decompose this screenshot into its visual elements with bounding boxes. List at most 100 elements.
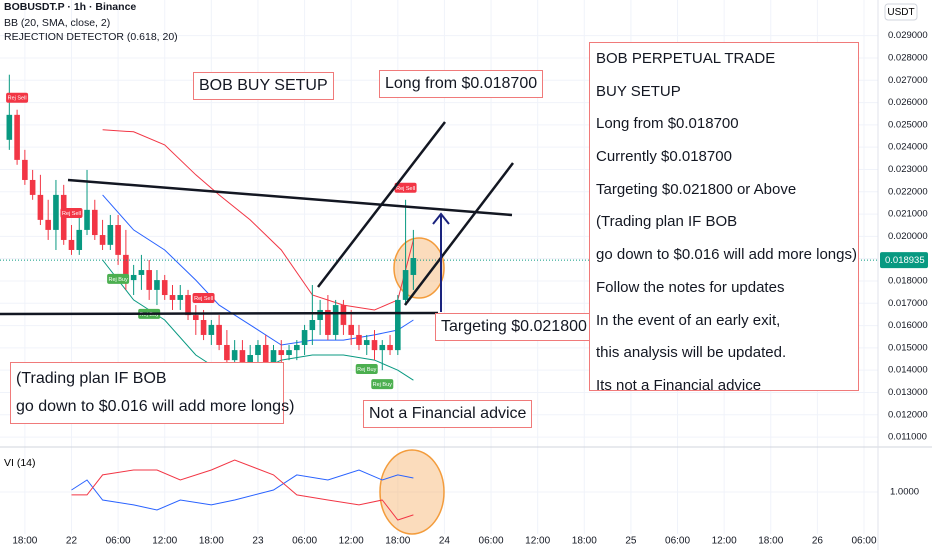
vi-line xyxy=(71,469,414,511)
y-tick-label: 0.018000 xyxy=(888,275,928,286)
x-tick-label: 12:00 xyxy=(525,536,550,547)
candle-body xyxy=(332,305,339,335)
y-tick-label: 0.020000 xyxy=(888,231,928,242)
candle-body xyxy=(387,344,393,351)
last-price-label: 0.018935 xyxy=(885,255,925,266)
marker-box xyxy=(60,208,83,219)
x-tick-label: 06:00 xyxy=(479,536,504,547)
candle-body xyxy=(262,344,269,371)
x-tick-label: 12:00 xyxy=(152,536,177,547)
indicator-label: BB (20, SMA, close, 2) xyxy=(4,17,111,29)
summary-line: this analysis will be updated. xyxy=(596,344,787,362)
candle-body xyxy=(115,225,121,255)
x-tick-label: 25 xyxy=(625,536,637,547)
trendline xyxy=(317,121,446,288)
x-tick-label: 26 xyxy=(812,536,824,547)
summary-line: Follow the notes for updates xyxy=(596,278,785,296)
plan-note: (Trading plan IF BOB go down to $0.016 w… xyxy=(10,362,294,424)
y-tick-label: 0.021000 xyxy=(888,209,928,220)
y-tick-label: 0.026000 xyxy=(888,97,928,108)
candle-body xyxy=(325,309,331,335)
y-tick-label: 0.012000 xyxy=(888,409,928,420)
x-tick-label: 24 xyxy=(439,536,451,547)
candle-body xyxy=(340,305,347,325)
y-tick-label: 0.023000 xyxy=(888,164,928,175)
x-tick-label: 18:00 xyxy=(572,536,597,547)
plan-line: (Trading plan IF BOB xyxy=(16,370,167,387)
candle-body xyxy=(371,340,378,351)
candle-body xyxy=(14,114,20,160)
y-tick-label: 0.022000 xyxy=(888,186,928,197)
x-tick-label: 23 xyxy=(252,536,264,547)
x-tick-label: 18:00 xyxy=(12,536,37,547)
x-tick-label: 12:00 xyxy=(712,536,737,547)
candle-body xyxy=(169,295,176,300)
summary-line: go down to $0.016 will add more longs) xyxy=(596,246,857,264)
marker-label: Rej Sell xyxy=(396,186,415,192)
highlight-circle xyxy=(393,237,445,299)
candle-body xyxy=(200,320,207,335)
summary-line: BUY SETUP xyxy=(596,82,681,100)
candle-body xyxy=(239,350,246,366)
target-note: Targeting $0.021800 xyxy=(435,313,593,341)
summary-note: BOB PERPETUAL TRADE BUY SETUP Long from $0… xyxy=(589,42,859,394)
marker-box xyxy=(192,292,215,303)
marker-box xyxy=(355,364,378,375)
candle-body xyxy=(53,194,59,230)
summary-line: In the event of an early exit, xyxy=(596,311,781,329)
candle-body xyxy=(146,270,152,290)
y-tick-label: 0.028000 xyxy=(888,52,928,63)
y-tick-label: 0.013000 xyxy=(888,387,928,398)
candle-body xyxy=(278,350,285,356)
candle-body xyxy=(317,309,323,321)
x-tick-label: 06:00 xyxy=(851,536,876,547)
candle-body xyxy=(294,344,300,351)
x-tick-label: 18:00 xyxy=(385,536,410,547)
marker-label: Rej Buy xyxy=(357,367,377,373)
x-tick-label: 22 xyxy=(66,536,78,547)
marker-label: Rej Sell xyxy=(62,211,81,217)
candle-body xyxy=(410,258,417,275)
y-tick-label: 0.015000 xyxy=(888,342,928,353)
candle-body xyxy=(348,324,354,335)
marker-box xyxy=(6,92,29,103)
bb-upper xyxy=(102,129,414,311)
summary-line: (Trading plan IF BOB xyxy=(596,213,738,231)
y-tick-label: 0.027000 xyxy=(888,75,928,86)
highlight-circle xyxy=(379,449,445,535)
candle-body xyxy=(270,350,277,371)
last-price-box xyxy=(880,252,928,269)
candle-body xyxy=(29,179,36,195)
summary-line: Currently $0.018700 xyxy=(596,148,732,166)
vi-title: VI (14) xyxy=(4,457,36,469)
trendline xyxy=(67,178,513,217)
symbol-title: BOBUSDT.P · 1h · Binance xyxy=(4,1,137,13)
candle-body xyxy=(309,320,316,331)
candle-body xyxy=(154,280,160,290)
candle-body xyxy=(216,324,222,345)
candle-body xyxy=(193,315,199,321)
marker-label: Rej Sell xyxy=(8,96,27,102)
candle-body xyxy=(247,355,253,366)
x-tick-label: 06:00 xyxy=(106,536,131,547)
marker-box xyxy=(371,379,394,390)
candle-body xyxy=(301,330,308,345)
candle-body xyxy=(363,340,370,345)
candle-body xyxy=(231,350,238,361)
candle-body xyxy=(130,274,137,281)
target-arrow xyxy=(432,212,450,312)
candle-body xyxy=(185,295,191,316)
candle-body xyxy=(91,209,98,236)
candle-body xyxy=(22,159,28,180)
y-tick-label: 0.014000 xyxy=(888,365,928,376)
x-tick-label: 06:00 xyxy=(292,536,317,547)
x-tick-label: 06:00 xyxy=(665,536,690,547)
marker-label: Rej Buy xyxy=(373,382,393,388)
candle-body xyxy=(68,239,75,250)
candle-body xyxy=(123,254,129,281)
summary-line: Long from $0.018700 xyxy=(596,115,739,133)
candle-body xyxy=(208,324,215,335)
summary-line: BOB PERPETUAL TRADE xyxy=(596,50,776,67)
